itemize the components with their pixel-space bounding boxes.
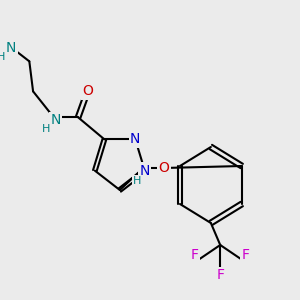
Text: F: F bbox=[191, 248, 199, 262]
Text: O: O bbox=[158, 161, 169, 175]
Text: N: N bbox=[5, 41, 16, 55]
Text: N: N bbox=[140, 164, 150, 178]
Text: F: F bbox=[216, 268, 224, 282]
Text: O: O bbox=[82, 84, 93, 98]
Text: N: N bbox=[50, 113, 61, 127]
Text: N: N bbox=[130, 132, 140, 146]
Text: H: H bbox=[0, 52, 5, 62]
Text: F: F bbox=[242, 248, 250, 262]
Text: H: H bbox=[42, 124, 50, 134]
Text: H: H bbox=[133, 176, 142, 186]
